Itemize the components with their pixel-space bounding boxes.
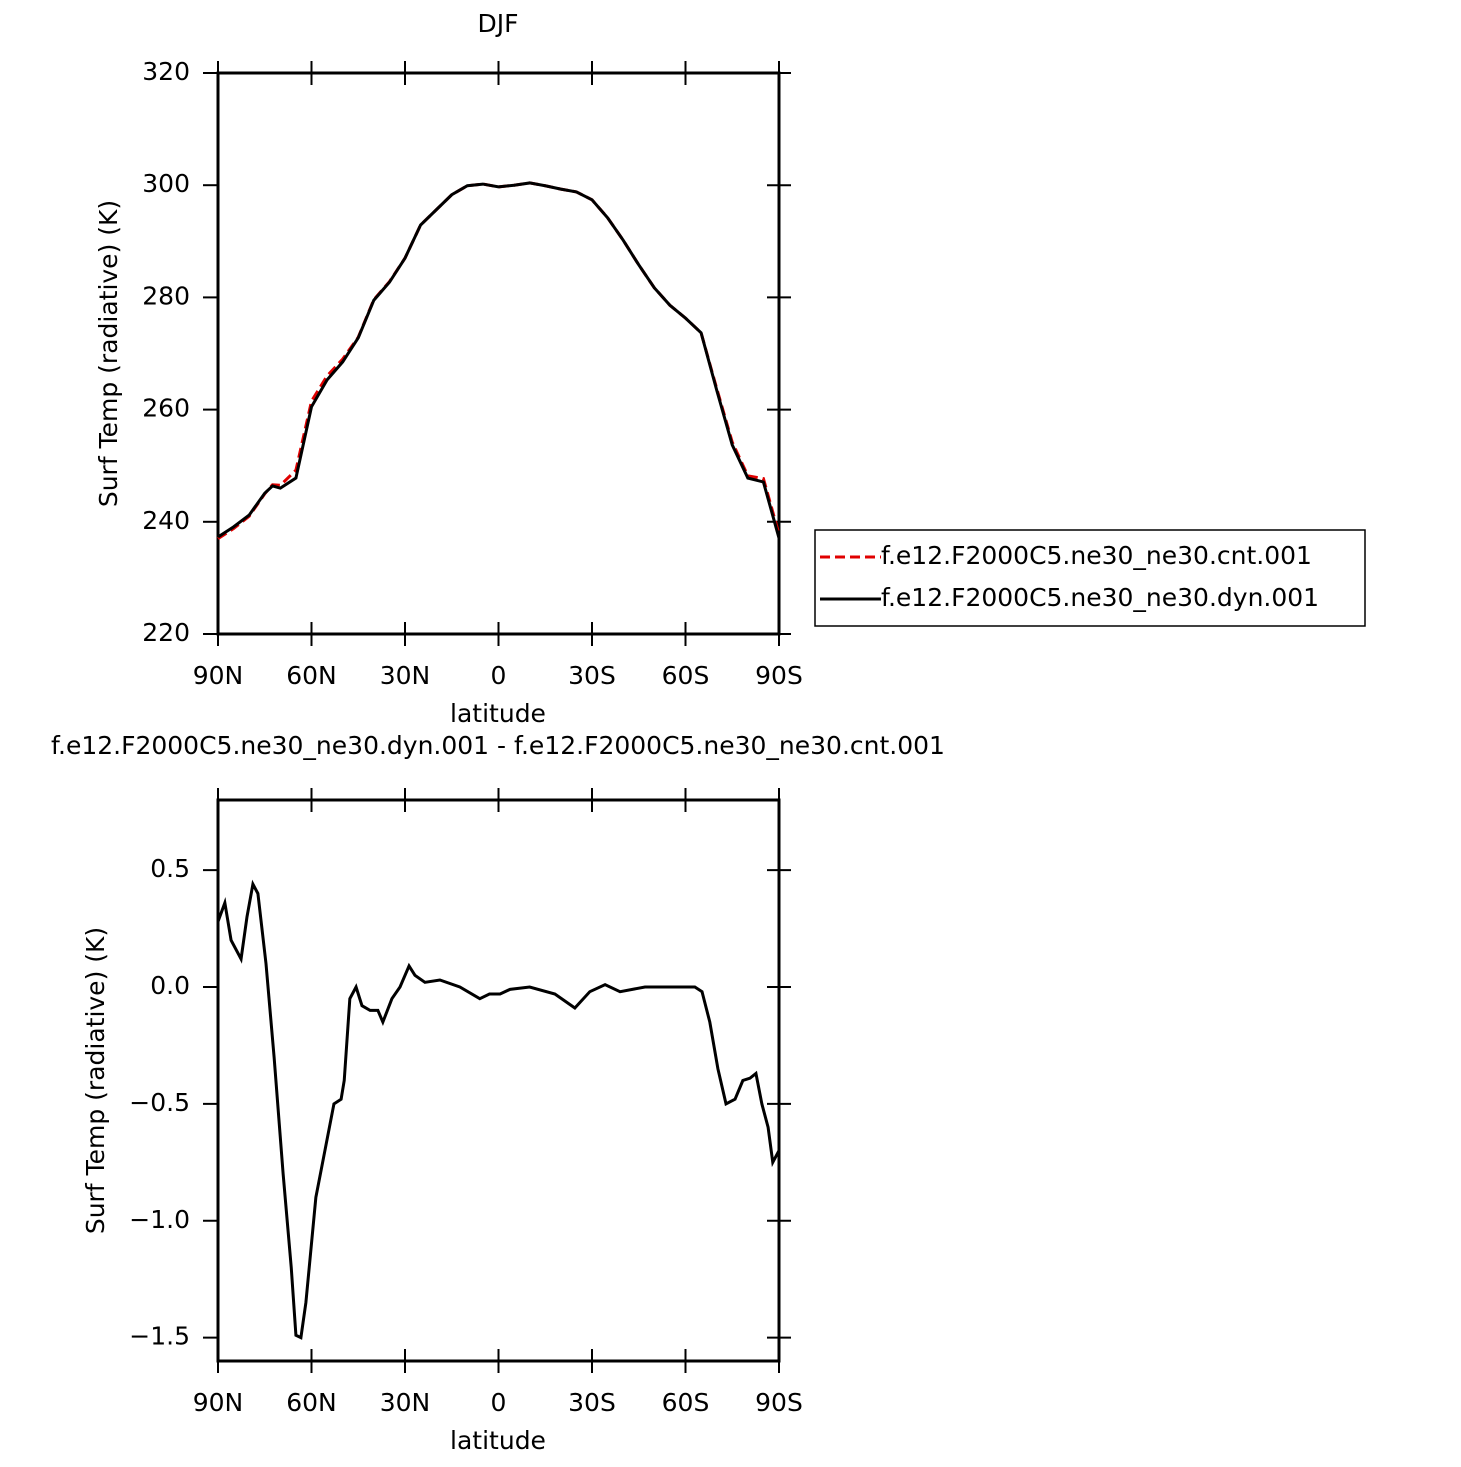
legend-label: f.e12.F2000C5.ne30_ne30.dyn.001 [881,583,1319,612]
x-tick-label: 60S [662,1388,710,1417]
y-tick-label: −0.5 [129,1088,190,1117]
y-tick-label: 280 [142,281,190,310]
x-tick-label: 30S [568,1388,616,1417]
y-tick-label: −1.0 [129,1205,190,1234]
y-tick-label: 0.0 [150,971,190,1000]
data-line [216,879,781,1340]
y-tick-label: 220 [142,618,190,647]
x-tick-label: 60N [286,661,337,690]
x-tick-label: 0 [491,661,507,690]
x-tick-label: 90S [755,1388,803,1417]
x-tick-label: 90N [193,661,244,690]
y-tick-label: 240 [142,506,190,535]
x-tick-label: 30S [568,661,616,690]
x-tick-label: 60S [662,661,710,690]
legend-label: f.e12.F2000C5.ne30_ne30.cnt.001 [881,541,1312,570]
y-tick-label: 260 [142,394,190,423]
x-tick-label: 90N [193,1388,244,1417]
x-tick-label: 0 [491,1388,507,1417]
chart-title: DJF [477,9,518,38]
x-tick-label: 30N [380,1388,431,1417]
plot-frame [216,798,781,1363]
x-tick-label: 60N [286,1388,337,1417]
y-tick-label: 320 [142,57,190,86]
data-line [217,181,781,540]
y-axis-label: Surf Temp (radiative) (K) [94,200,123,507]
y-tick-label: 300 [142,169,190,198]
data-line [217,181,781,539]
y-axis-label: Surf Temp (radiative) (K) [81,927,110,1234]
y-tick-label: −1.5 [129,1322,190,1351]
y-tick-label: 0.5 [150,854,190,883]
x-axis-label: latitude [450,699,546,728]
x-tick-label: 30N [380,661,431,690]
x-axis-label: latitude [450,1426,546,1455]
x-tick-label: 90S [755,661,803,690]
chart-title: f.e12.F2000C5.ne30_ne30.dyn.001 - f.e12.… [51,731,945,760]
legend-box [814,529,1366,627]
plot-frame [216,71,781,636]
